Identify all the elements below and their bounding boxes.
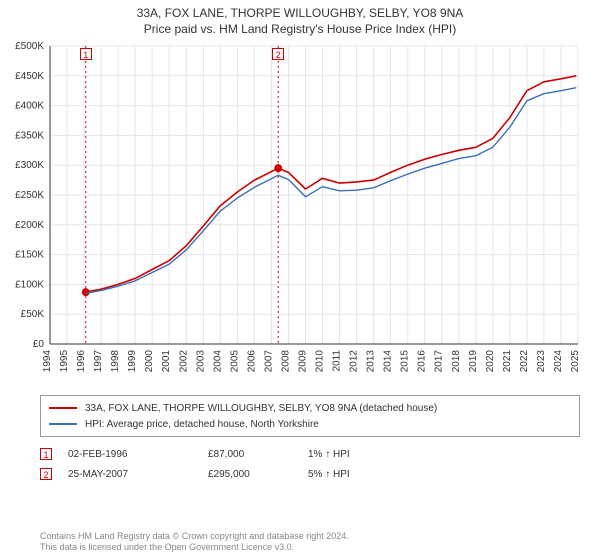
svg-text:£150K: £150K — [15, 250, 44, 261]
svg-text:2008: 2008 — [280, 350, 291, 373]
svg-text:2016: 2016 — [417, 350, 428, 373]
event-table: 1 02-FEB-1996 £87,000 1% ↑ HPI 2 25-MAY-… — [40, 444, 580, 484]
event-delta: 1% ↑ HPI — [308, 449, 580, 460]
chart-subtitle: Price paid vs. HM Land Registry's House … — [0, 20, 600, 36]
legend-item: 33A, FOX LANE, THORPE WILLOUGHBY, SELBY,… — [49, 400, 571, 416]
svg-text:£200K: £200K — [15, 220, 44, 231]
svg-text:2010: 2010 — [315, 350, 326, 373]
plot-area: £0£50K£100K£150K£200K£250K£300K£350K£400… — [50, 44, 580, 384]
svg-text:1997: 1997 — [93, 350, 104, 373]
svg-text:2023: 2023 — [536, 350, 547, 373]
footer-line: Contains HM Land Registry data © Crown c… — [40, 531, 580, 543]
svg-text:2019: 2019 — [468, 350, 479, 373]
svg-text:1994: 1994 — [42, 350, 53, 373]
event-marker-icon: 2 — [40, 468, 52, 480]
svg-text:£50K: £50K — [21, 309, 45, 320]
legend-label: HPI: Average price, detached house, Nort… — [85, 419, 319, 430]
svg-text:2013: 2013 — [366, 350, 377, 373]
svg-text:2022: 2022 — [519, 350, 530, 373]
svg-text:2000: 2000 — [144, 350, 155, 373]
event-marker-icon: 1 — [40, 448, 52, 460]
svg-text:£450K: £450K — [15, 71, 44, 82]
chart-container: 33A, FOX LANE, THORPE WILLOUGHBY, SELBY,… — [0, 0, 600, 560]
event-price: £87,000 — [208, 449, 308, 460]
svg-text:2014: 2014 — [383, 350, 394, 373]
svg-text:2012: 2012 — [349, 350, 360, 373]
svg-text:2011: 2011 — [332, 350, 343, 372]
chart-svg: £0£50K£100K£150K£200K£250K£300K£350K£400… — [50, 44, 580, 384]
legend-swatch — [49, 407, 77, 409]
svg-text:2018: 2018 — [451, 350, 462, 373]
svg-text:£100K: £100K — [15, 279, 44, 290]
svg-text:2025: 2025 — [570, 350, 581, 373]
svg-text:2020: 2020 — [485, 350, 496, 373]
svg-text:£350K: £350K — [15, 130, 44, 141]
svg-text:2001: 2001 — [161, 350, 172, 373]
event-row: 2 25-MAY-2007 £295,000 5% ↑ HPI — [40, 464, 580, 484]
legend-item: HPI: Average price, detached house, Nort… — [49, 416, 571, 432]
svg-text:2009: 2009 — [297, 350, 308, 373]
svg-text:2005: 2005 — [229, 350, 240, 373]
legend-swatch — [49, 423, 77, 425]
svg-text:2003: 2003 — [195, 350, 206, 373]
chart-title: 33A, FOX LANE, THORPE WILLOUGHBY, SELBY,… — [0, 0, 600, 20]
svg-text:2006: 2006 — [246, 350, 257, 373]
event-delta: 5% ↑ HPI — [308, 469, 580, 480]
legend-label: 33A, FOX LANE, THORPE WILLOUGHBY, SELBY,… — [85, 403, 437, 414]
svg-text:£400K: £400K — [15, 101, 44, 112]
event-marker-flag: 1 — [80, 48, 92, 60]
event-date: 25-MAY-2007 — [68, 469, 208, 480]
svg-text:£300K: £300K — [15, 160, 44, 171]
svg-text:2002: 2002 — [178, 350, 189, 373]
svg-text:2004: 2004 — [212, 350, 223, 373]
svg-text:2007: 2007 — [263, 350, 274, 373]
event-price: £295,000 — [208, 469, 308, 480]
svg-text:2017: 2017 — [434, 350, 445, 373]
svg-text:£500K: £500K — [15, 41, 44, 52]
svg-text:1998: 1998 — [110, 350, 121, 373]
svg-text:£250K: £250K — [15, 190, 44, 201]
svg-text:2015: 2015 — [400, 350, 411, 373]
footer-line: This data is licensed under the Open Gov… — [40, 542, 580, 554]
svg-text:2024: 2024 — [553, 350, 564, 373]
event-row: 1 02-FEB-1996 £87,000 1% ↑ HPI — [40, 444, 580, 464]
svg-text:1996: 1996 — [76, 350, 87, 373]
event-marker-flag: 2 — [272, 48, 284, 60]
svg-text:1999: 1999 — [127, 350, 138, 373]
legend: 33A, FOX LANE, THORPE WILLOUGHBY, SELBY,… — [40, 395, 580, 437]
svg-text:2021: 2021 — [502, 350, 513, 373]
footer-attribution: Contains HM Land Registry data © Crown c… — [40, 531, 580, 554]
svg-text:1995: 1995 — [59, 350, 70, 373]
svg-text:£0: £0 — [33, 339, 45, 350]
event-date: 02-FEB-1996 — [68, 449, 208, 460]
